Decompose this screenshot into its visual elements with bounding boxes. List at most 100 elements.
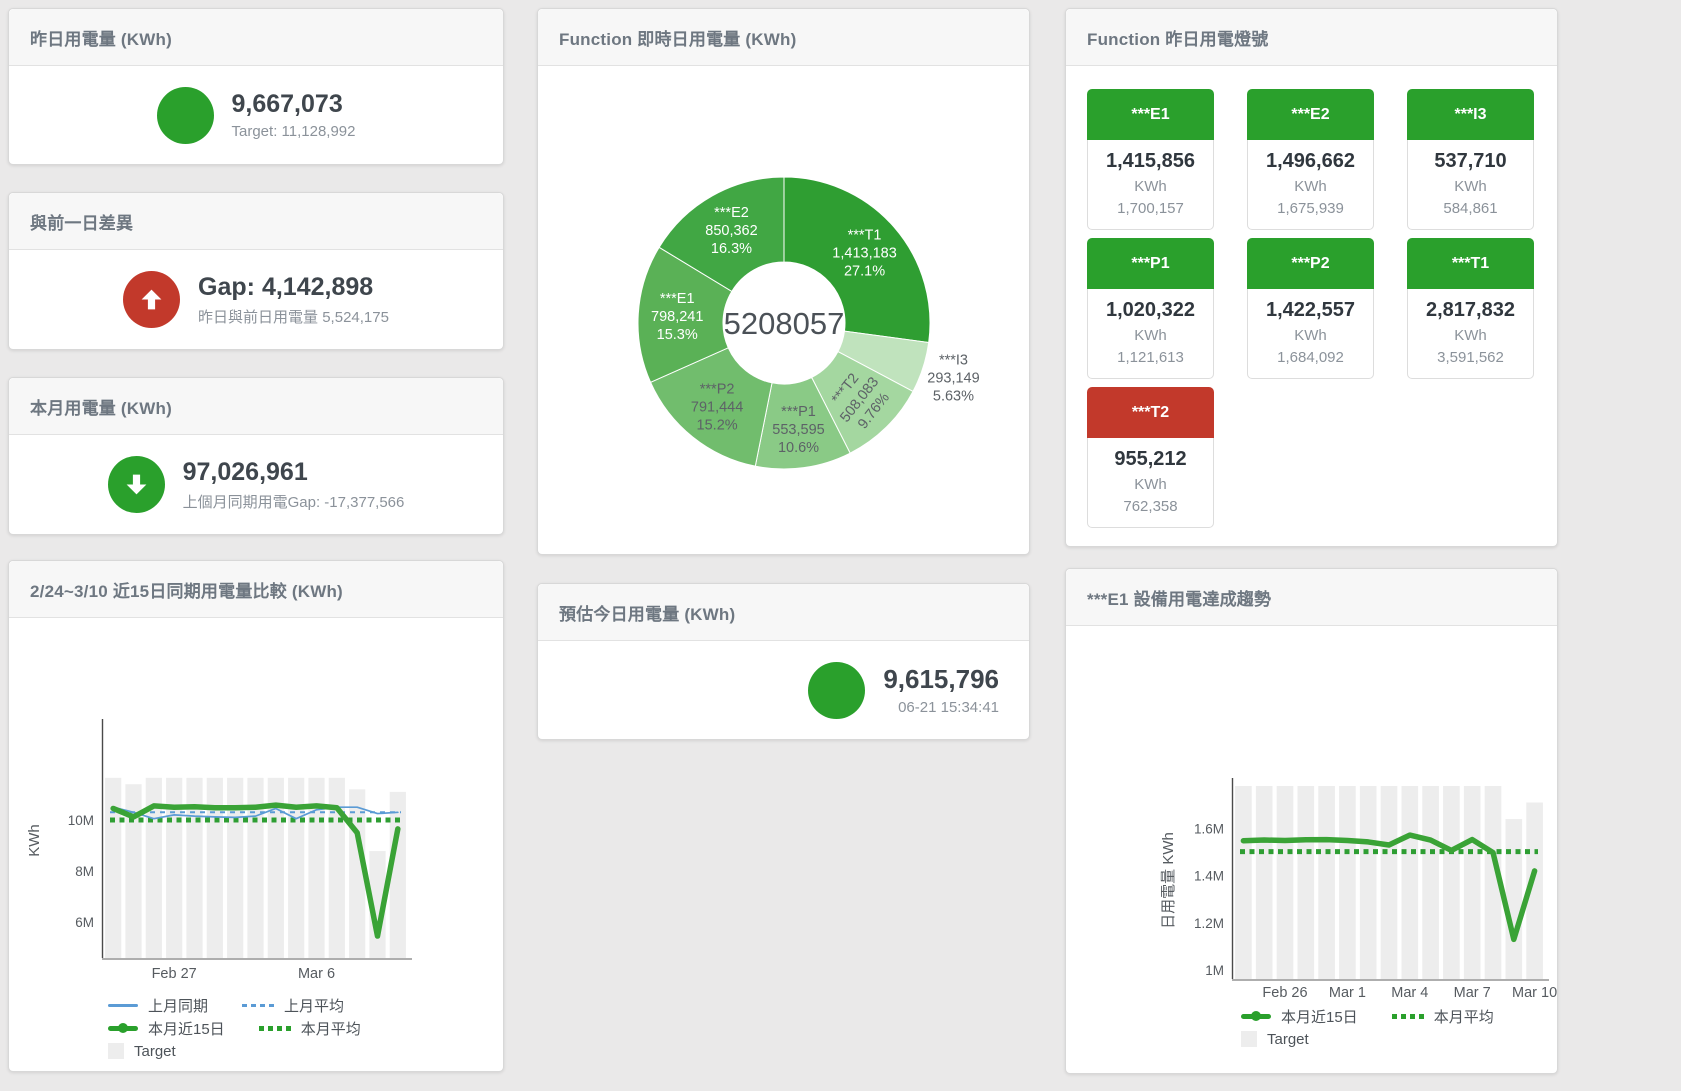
card-header: 預估今日用電量 (KWh) (538, 584, 1029, 641)
legend-item[interactable]: 上月平均 (242, 995, 344, 1016)
tile-value: 955,212 (1114, 448, 1187, 470)
kpi-text: 9,615,796 06-21 15:34:41 (883, 664, 999, 716)
gray-square-icon (1241, 1031, 1257, 1047)
tile-target: 3,591,562 (1437, 349, 1504, 366)
card-title: 預估今日用電量 (KWh) (559, 604, 736, 624)
e1-trend-chart[interactable]: 1M 1.2M 1.4M 1.6M Feb 26 Mar 1 Mar 4 Mar 7 Mar 1… (1066, 626, 1557, 1004)
kpi-text: 9,667,073 Target: 11,128,992 (232, 90, 356, 140)
svg-text:Mar 4: Mar 4 (1391, 985, 1428, 1001)
light-tile-p1[interactable]: ***P1 1,020,322 KWh 1,121,613 (1087, 238, 1214, 379)
tile-unit: KWh (1294, 327, 1327, 344)
arrow-up-icon (123, 271, 181, 328)
svg-text:1.6M: 1.6M (1194, 821, 1224, 836)
light-tile-i3[interactable]: ***I3 537,710 KWh 584,861 (1407, 89, 1534, 230)
light-tile-e1[interactable]: ***E1 1,415,856 KWh 1,700,157 (1087, 89, 1214, 230)
legend-item[interactable]: 本月平均 (258, 1018, 361, 1039)
legend-row: 上月同期 上月平均 (108, 995, 503, 1015)
tile-header: ***T1 (1407, 238, 1534, 289)
tile-body: 1,415,856 KWh 1,700,157 (1087, 140, 1214, 230)
card-header: Function 即時日用電量 (KWh) (538, 9, 1029, 66)
card-title: Function 昨日用電燈號 (1087, 29, 1269, 49)
card-header: 2/24~3/10 近15日同期用電量比較 (KWh) (9, 561, 503, 618)
svg-text:Mar 7: Mar 7 (1454, 985, 1491, 1001)
card-title: 本月用電量 (KWh) (30, 398, 172, 418)
svg-text:Mar 1: Mar 1 (1329, 985, 1366, 1001)
tile-body: 537,710 KWh 584,861 (1407, 140, 1534, 230)
legend-item[interactable]: Target (108, 1043, 176, 1060)
blue-line-icon (108, 1003, 138, 1007)
tile-value: 1,422,557 (1266, 299, 1355, 321)
green-dotted-line-icon (258, 1025, 291, 1031)
card-yesterday-usage: 昨日用電量 (KWh) 9,667,073 Target: 11,128,992 (8, 8, 504, 165)
blue-dashed-line-icon (242, 1003, 275, 1007)
light-tile-t2[interactable]: ***T2 955,212 KWh 762,358 (1087, 387, 1214, 528)
tile-target: 584,861 (1443, 200, 1498, 217)
card-header: 昨日用電量 (KWh) (9, 9, 503, 66)
svg-text:Mar 6: Mar 6 (298, 966, 335, 982)
card-title: 昨日用電量 (KWh) (30, 29, 172, 49)
card-month-usage: 本月用電量 (KWh) 97,026,961 上個月同期用電Gap: -17,3… (8, 377, 504, 535)
legend-label: 上月平均 (284, 997, 345, 1015)
legend-item[interactable]: 本月平均 (1391, 1006, 1494, 1027)
kpi-subtitle: 上個月同期用電Gap: -17,377,566 (182, 493, 405, 511)
card-title: 與前一日差異 (30, 213, 134, 233)
svg-text:5208057: 5208057 (724, 306, 845, 341)
tile-unit: KWh (1454, 178, 1487, 195)
tile-unit: KWh (1454, 327, 1487, 344)
tile-value: 537,710 (1434, 150, 1507, 172)
legend-label: Target (1267, 1030, 1309, 1048)
kpi-body: 97,026,961 上個月同期用電Gap: -17,377,566 (9, 435, 503, 534)
kpi-text: Gap: 4,142,898 昨日與前日用電量 5,524,175 (198, 273, 389, 327)
kpi-subtitle: Target: 11,128,992 (231, 123, 356, 140)
usage-compare-chart[interactable]: 6M 8M 10M Feb 27 Mar 6 KWh (9, 618, 487, 993)
legend-label: 本月平均 (1433, 1008, 1494, 1026)
svg-text:Mar 10: Mar 10 (1512, 985, 1557, 1001)
tile-value: 1,496,662 (1266, 150, 1355, 172)
legend-row: Target (1241, 1029, 1557, 1049)
green-line-icon (108, 1023, 138, 1033)
legend-label: 本月平均 (300, 1020, 361, 1038)
card-title: ***E1 設備用電達成趨勢 (1087, 589, 1272, 609)
legend-item[interactable]: 本月近15日 (108, 1018, 225, 1039)
legend-item[interactable]: 本月近15日 (1241, 1006, 1358, 1027)
svg-text:1.4M: 1.4M (1194, 869, 1224, 884)
svg-text:KWh: KWh (26, 824, 43, 857)
card-title: 2/24~3/10 近15日同期用電量比較 (KWh) (30, 581, 343, 601)
tile-target: 1,700,157 (1117, 200, 1184, 217)
card-e1-trend: ***E1 設備用電達成趨勢 1M 1.2M 1.4M 1.6M Feb 26 Mar 1… (1065, 568, 1558, 1074)
green-line-icon (1241, 1011, 1271, 1021)
legend-label: 本月近15日 (1281, 1008, 1358, 1026)
kpi-subtitle: 06-21 15:34:41 (898, 699, 999, 716)
light-tile-e2[interactable]: ***E2 1,496,662 KWh 1,675,939 (1247, 89, 1374, 230)
svg-text:10M: 10M (68, 813, 94, 828)
card-header: Function 昨日用電燈號 (1066, 9, 1557, 66)
legend-item[interactable]: 上月同期 (108, 995, 208, 1016)
legend-item[interactable]: Target (1241, 1031, 1309, 1048)
svg-text:日用電量 KWh: 日用電量 KWh (1160, 832, 1177, 929)
legend-label: 本月近15日 (148, 1020, 225, 1038)
card-title: Function 即時日用電量 (KWh) (559, 29, 797, 49)
card-gap-previous-day: 與前一日差異 Gap: 4,142,898 昨日與前日用電量 5,524,175 (8, 192, 504, 350)
tile-header: ***P1 (1087, 238, 1214, 289)
trend-chart-legend: 本月近15日 本月平均 Target (1241, 1006, 1557, 1049)
tile-header: ***T2 (1087, 387, 1214, 438)
kpi-body: 9,667,073 Target: 11,128,992 (9, 66, 503, 164)
card-header: 與前一日差異 (9, 193, 503, 250)
kpi-body: 9,615,796 06-21 15:34:41 (538, 641, 1029, 739)
tile-unit: KWh (1134, 178, 1167, 195)
card-header: 本月用電量 (KWh) (9, 378, 503, 435)
kpi-value: 9,667,073 (231, 90, 343, 118)
realtime-usage-donut-chart[interactable]: ***T1 1,413,183 27.1%***I3 293,149 5.63%***T… (538, 66, 1029, 554)
tile-value: 1,020,322 (1106, 299, 1195, 321)
tile-body: 1,020,322 KWh 1,121,613 (1087, 289, 1214, 379)
light-tile-p2[interactable]: ***P2 1,422,557 KWh 1,684,092 (1247, 238, 1374, 379)
kpi-value: 9,615,796 (883, 664, 999, 694)
tile-header: ***I3 (1407, 89, 1534, 140)
tile-unit: KWh (1294, 178, 1327, 195)
light-tile-t1[interactable]: ***T1 2,817,832 KWh 3,591,562 (1407, 238, 1534, 379)
